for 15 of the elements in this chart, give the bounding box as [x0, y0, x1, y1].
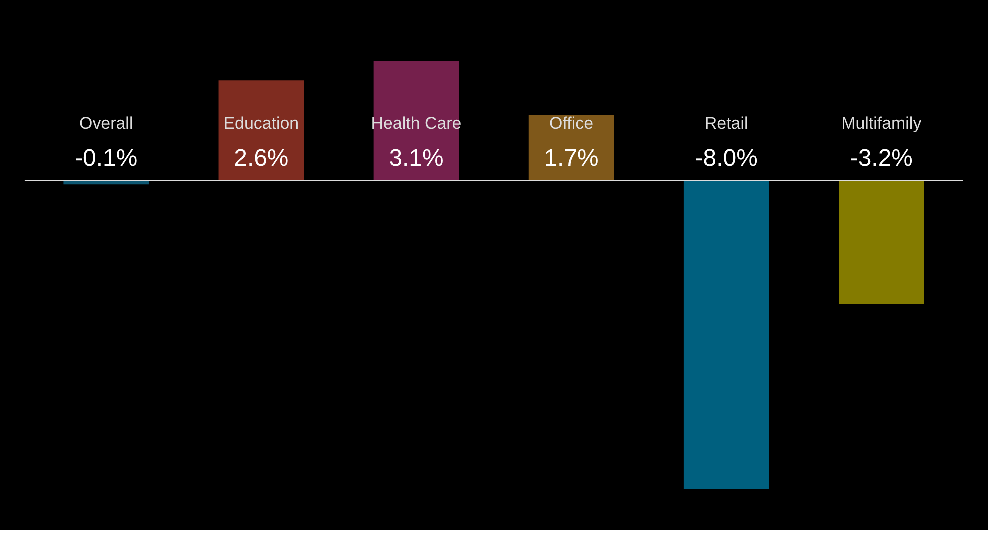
data-label: -3.2% [850, 144, 913, 172]
x-tick-label: Retail [704, 114, 748, 133]
bar [839, 180, 924, 304]
bar [684, 180, 770, 490]
data-label: 3.1% [389, 144, 444, 172]
x-tick-label: Multifamily [842, 114, 922, 133]
data-label: 1.7% [544, 144, 599, 172]
data-label: 2.6% [234, 144, 289, 172]
bar [374, 61, 460, 181]
data-label: -0.1% [75, 144, 138, 172]
x-tick-label: Education [224, 114, 300, 133]
bar [218, 80, 304, 181]
x-tick-label: Office [550, 114, 594, 133]
data-label: -8.0% [695, 144, 758, 172]
x-tick-label: Overall [80, 114, 134, 133]
